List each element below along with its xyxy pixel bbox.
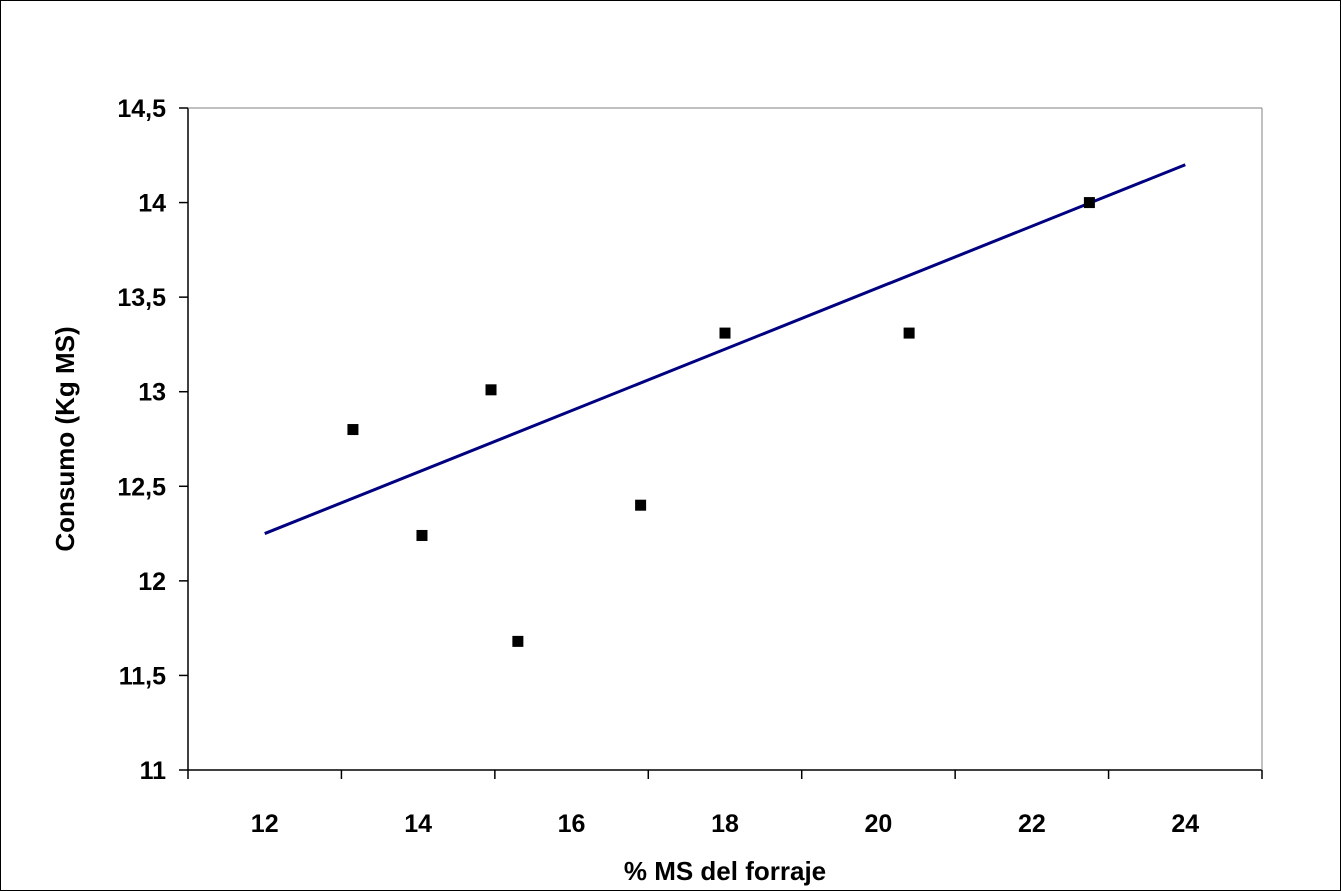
x-axis-title: % MS del forraje: [624, 856, 826, 886]
y-tick-label: 14: [138, 190, 166, 218]
trendline-group: [264, 163, 1186, 535]
trendline: [264, 163, 1186, 535]
data-point: [635, 499, 647, 511]
y-tick-label: 11,5: [119, 662, 166, 690]
x-tick-label: 12: [251, 810, 279, 838]
data-point: [347, 424, 359, 436]
data-points: [347, 197, 1095, 647]
data-point: [485, 384, 497, 396]
y-ticks: 11 11,5 12 12,5 13 13,5 14 14,5: [117, 95, 188, 785]
x-tick-label: 22: [1018, 810, 1046, 838]
y-tick-label: 14,5: [117, 95, 166, 123]
y-tick-label: 13: [138, 379, 166, 407]
y-axis-title: Consumo (Kg MS): [50, 326, 80, 551]
x-tick-label: 18: [711, 810, 739, 838]
axes: [187, 107, 1263, 771]
data-point: [1083, 197, 1095, 209]
x-ticks: 12 14 16 18 20 22 24: [187, 770, 1263, 838]
data-point: [416, 529, 428, 541]
data-point: [719, 327, 731, 339]
data-point: [512, 635, 524, 647]
y-tick-label: 11: [140, 757, 167, 785]
y-tick-label: 13,5: [117, 284, 166, 312]
y-tick-label: 12: [138, 568, 166, 596]
x-tick-label: 16: [558, 810, 586, 838]
data-point: [903, 327, 915, 339]
x-tick-label: 14: [404, 810, 432, 838]
x-tick-label: 24: [1171, 810, 1199, 838]
y-tick-label: 12,5: [117, 473, 166, 501]
x-tick-label: 20: [865, 810, 893, 838]
